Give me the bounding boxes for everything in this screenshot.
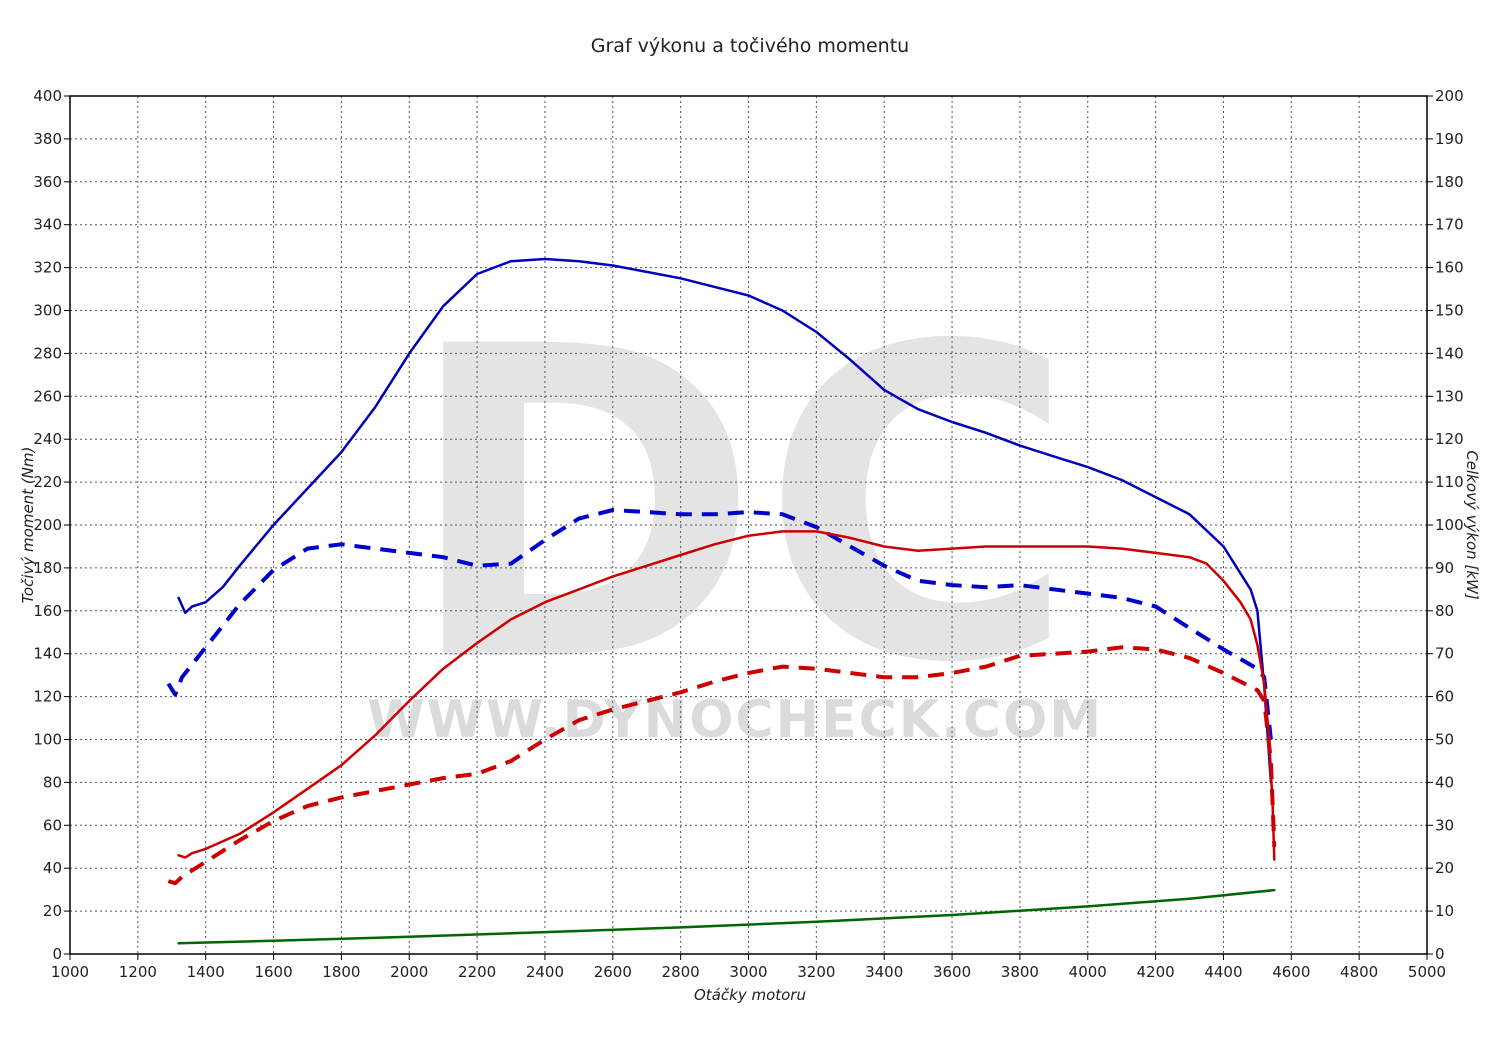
x-tick-label: 1400 xyxy=(187,963,225,981)
x-axis-label: Otáčky motoru xyxy=(694,986,806,1004)
y-right-tick-label: 30 xyxy=(1435,816,1454,834)
series-line-2 xyxy=(177,530,1276,861)
y-right-tick-label: 110 xyxy=(1435,473,1464,491)
x-tick-label: 4400 xyxy=(1204,963,1242,981)
y-right-tick-label: 140 xyxy=(1435,344,1464,362)
x-tick-label: 3200 xyxy=(797,963,835,981)
y-left-tick-label: 340 xyxy=(33,216,62,234)
y-left-tick-label: 180 xyxy=(33,559,62,577)
x-tick-label: 2800 xyxy=(662,963,700,981)
y-right-tick-label: 200 xyxy=(1435,87,1464,105)
y-right-tick-label: 80 xyxy=(1435,602,1454,620)
y-right-tick-label: 70 xyxy=(1435,645,1454,663)
y-left-tick-label: 40 xyxy=(43,859,62,877)
y-left-tick-label: 60 xyxy=(43,816,62,834)
y-left-tick-label: 240 xyxy=(33,430,62,448)
y-right-tick-label: 170 xyxy=(1435,216,1464,234)
chart-title: Graf výkonu a točivého momentu xyxy=(591,35,909,57)
x-tick-label: 2400 xyxy=(526,963,564,981)
watermark-logo: DC xyxy=(404,257,1077,757)
y-right-tick-label: 10 xyxy=(1435,902,1454,920)
watermark: DC WWW.DYNOCHECK.COM xyxy=(367,257,1103,757)
y-right-tick-label: 20 xyxy=(1435,859,1454,877)
x-tick-label: 4600 xyxy=(1272,963,1310,981)
y-left-tick-label: 140 xyxy=(33,645,62,663)
x-tick-label: 2000 xyxy=(390,963,428,981)
y-right-tick-label: 150 xyxy=(1435,302,1464,320)
y-right-tick-label: 90 xyxy=(1435,559,1454,577)
y-left-tick-label: 160 xyxy=(33,602,62,620)
y-right-tick-label: 50 xyxy=(1435,731,1454,749)
y-left-tick-label: 200 xyxy=(33,516,62,534)
y-left-tick-label: 260 xyxy=(33,387,62,405)
x-tick-label: 4000 xyxy=(1069,963,1107,981)
x-tick-label: 1000 xyxy=(51,963,89,981)
series-line-3 xyxy=(167,645,1277,886)
y-left-tick-label: 100 xyxy=(33,731,62,749)
y-left-axis-label: Točivý moment (Nm) xyxy=(19,447,37,604)
y-left-tick-label: 300 xyxy=(33,302,62,320)
y-left-tick-label: 80 xyxy=(43,773,62,791)
x-tick-label: 1600 xyxy=(254,963,292,981)
x-tick-label: 4200 xyxy=(1137,963,1175,981)
x-tick-label: 3000 xyxy=(729,963,767,981)
y-left-tick-label: 20 xyxy=(43,902,62,920)
x-tick-label: 2600 xyxy=(594,963,632,981)
x-tick-label: 5000 xyxy=(1408,963,1446,981)
y-left-tick-label: 320 xyxy=(33,259,62,277)
y-left-tick-label: 0 xyxy=(52,945,62,963)
x-tick-label: 4800 xyxy=(1340,963,1378,981)
y-left-tick-label: 120 xyxy=(33,688,62,706)
y-left-tick-label: 280 xyxy=(33,344,62,362)
y-left-tick-label: 380 xyxy=(33,130,62,148)
y-right-tick-label: 0 xyxy=(1435,945,1445,963)
x-tick-label: 3400 xyxy=(865,963,903,981)
series-line-1 xyxy=(166,508,1273,740)
y-left-tick-label: 400 xyxy=(33,87,62,105)
y-right-tick-label: 60 xyxy=(1435,688,1454,706)
y-right-tick-label: 190 xyxy=(1435,130,1464,148)
y-left-tick-label: 360 xyxy=(33,173,62,191)
watermark-url: WWW.DYNOCHECK.COM xyxy=(367,690,1103,750)
y-right-tick-label: 40 xyxy=(1435,773,1454,791)
x-tick-label: 3800 xyxy=(1001,963,1039,981)
y-right-tick-label: 100 xyxy=(1435,516,1464,534)
axis-ticks: 1000 1200 1400 1600 1800 2000 2200 2400 2600 2800… xyxy=(33,87,1463,981)
x-tick-label: 1800 xyxy=(322,963,360,981)
y-right-tick-label: 160 xyxy=(1435,259,1464,277)
series-lines xyxy=(166,257,1277,945)
y-right-tick-label: 130 xyxy=(1435,387,1464,405)
y-right-axis-label: Celkový výkon [kW] xyxy=(1463,450,1481,600)
x-tick-label: 2200 xyxy=(458,963,496,981)
y-right-tick-label: 120 xyxy=(1435,430,1464,448)
x-tick-label: 1200 xyxy=(119,963,157,981)
y-left-tick-label: 220 xyxy=(33,473,62,491)
series-line-4 xyxy=(177,888,1276,945)
y-right-tick-label: 180 xyxy=(1435,173,1464,191)
series-line-0 xyxy=(177,257,1273,784)
x-tick-label: 3600 xyxy=(933,963,971,981)
